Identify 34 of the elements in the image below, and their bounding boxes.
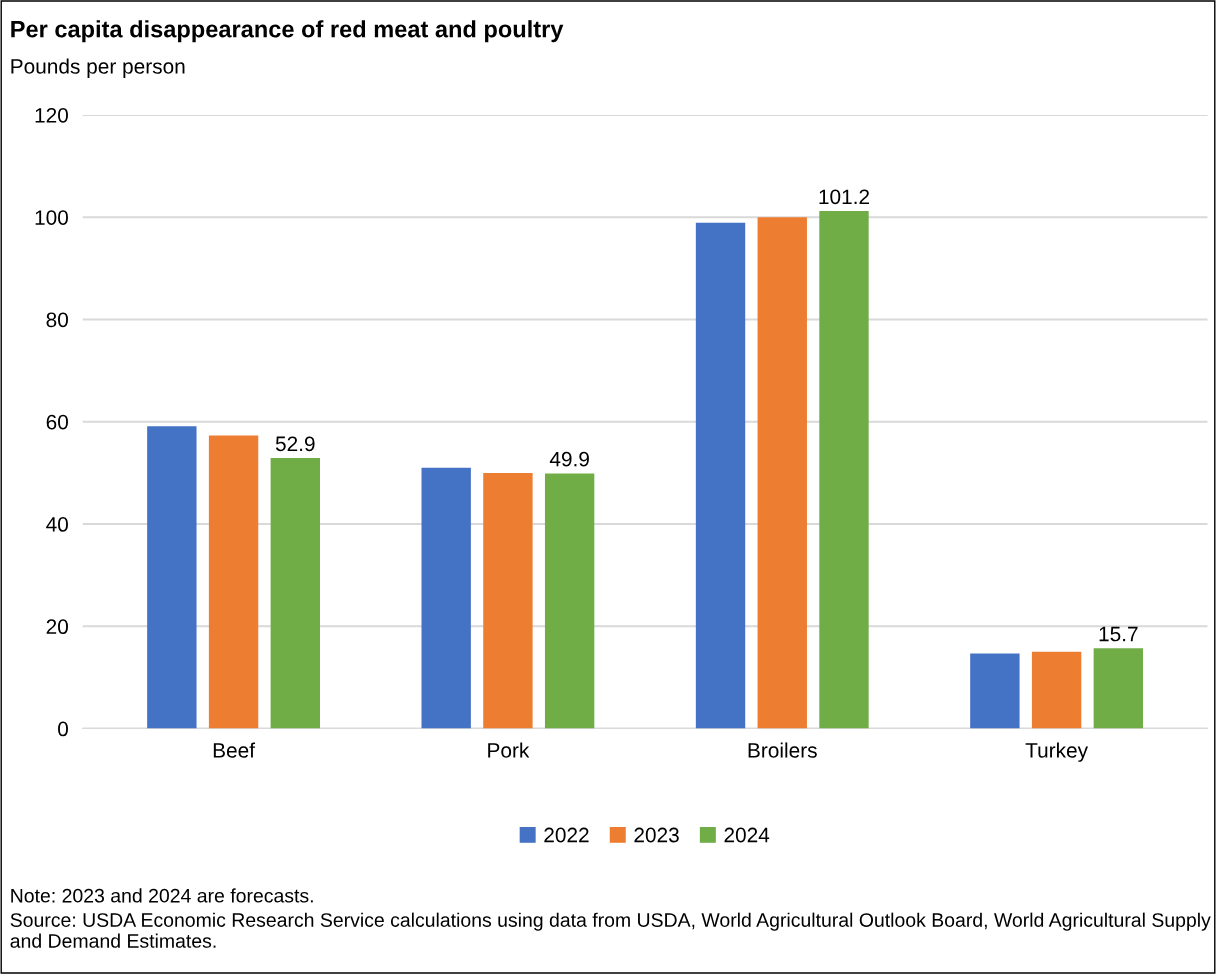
chart-subtitle: Pounds per person: [11, 58, 185, 78]
bar: [421, 467, 471, 729]
legend-label: 2022: [544, 827, 589, 843]
bar: [147, 426, 197, 729]
y-tick-label: 20: [46, 619, 68, 635]
y-tick-label: 80: [46, 312, 68, 328]
source-note: Source: USDA Economic Research Service calculations using data from USDA, World Agricultural Outlook Board, World Agricultural Supply and Demand Estimates.: [10, 912, 1211, 948]
bar: [1093, 648, 1144, 729]
x-tick-label: Broilers: [748, 742, 817, 758]
x-tick-label: Turkey: [1025, 742, 1089, 762]
text: Note: 2023 and 2024 are forecasts.: [11, 888, 313, 903]
bar: [970, 653, 1020, 729]
bar: [1031, 651, 1082, 729]
bar: [208, 435, 259, 729]
y-tick-label: 60: [46, 414, 68, 430]
x-tick-label: Pork: [488, 742, 530, 758]
data-label: 15.7: [1099, 626, 1138, 642]
data-label: 101.2: [819, 189, 870, 205]
legend-label: 2024: [724, 827, 770, 843]
y-tick-label: 120: [35, 107, 68, 123]
x-tick-label: Beef: [213, 742, 256, 758]
bar: [544, 473, 595, 729]
bar: [270, 458, 320, 729]
legend-label: 2023: [634, 827, 679, 843]
data-label: 49.9: [549, 451, 589, 467]
y-tick-label: 0: [58, 721, 68, 737]
bar: [695, 222, 746, 729]
bar: [819, 211, 869, 729]
bar: [757, 217, 807, 729]
bar: [483, 472, 533, 729]
y-tick-label: 40: [46, 517, 68, 532]
data-label: 52.9: [275, 436, 315, 452]
chart-title: Per capita disappearance of red meat and poultry: [11, 20, 564, 43]
y-tick-label: 100: [35, 210, 68, 225]
